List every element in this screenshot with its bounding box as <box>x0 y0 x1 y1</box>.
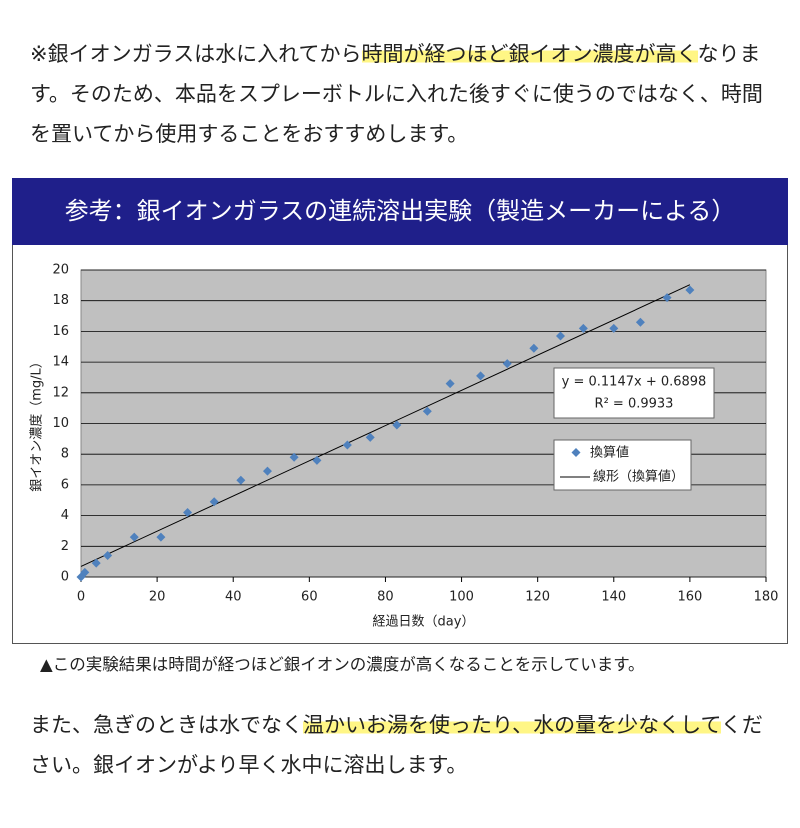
point <box>635 317 645 327</box>
point <box>312 455 322 465</box>
y-tick-label: 10 <box>52 416 69 431</box>
y-tick-label: 4 <box>61 508 69 523</box>
y-tick-label: 0 <box>61 570 69 585</box>
point <box>209 497 219 507</box>
x-tick-label: 0 <box>77 590 85 605</box>
x-tick-label: 100 <box>449 590 474 605</box>
highlight: 温かいお湯を使ったり、水の量を少なくして <box>303 713 721 737</box>
y-tick-label: 18 <box>52 293 69 308</box>
point <box>502 359 512 369</box>
point <box>129 532 139 542</box>
x-tick-label: 120 <box>525 590 550 605</box>
y-tick-label: 6 <box>61 477 69 492</box>
point <box>422 406 432 416</box>
point <box>342 440 352 450</box>
point <box>662 293 672 303</box>
r-squared: R² = 0.9933 <box>595 397 674 412</box>
equation-box <box>553 367 715 419</box>
point <box>556 331 565 341</box>
point <box>578 323 588 333</box>
intro: ※銀イオンガラスは水に入れてから時間が経つほど銀イオン濃度が高くなります。そのた… <box>30 34 775 154</box>
y-tick-label: 12 <box>52 385 69 400</box>
point <box>91 558 101 568</box>
point <box>392 420 402 430</box>
point <box>289 452 299 462</box>
legend-label: 線形（換算値） <box>593 469 684 485</box>
caption: ▲この実験結果は時間が経つほど銀イオンの濃度が高くなることを示しています。 <box>40 655 645 674</box>
y-tick-label: 16 <box>52 324 69 339</box>
point <box>685 285 695 295</box>
x-axis-label: 経過日数（day） <box>373 615 475 630</box>
point <box>365 432 375 442</box>
trendline <box>80 284 691 567</box>
legend-marker <box>571 448 581 457</box>
y-tick-label: 8 <box>61 447 69 462</box>
x-tick-label: 40 <box>225 590 242 605</box>
highlight: 時間が経つほど銀イオン濃度が高く <box>361 42 698 66</box>
point <box>236 475 246 485</box>
x-tick-label: 80 <box>377 590 394 605</box>
legend-label: 換算値 <box>590 445 629 461</box>
outro: また、急ぎのときは水でなく温かいお湯を使ったり、水の量を少なくしてください。銀イ… <box>30 705 775 785</box>
point <box>529 343 539 353</box>
x-tick-label: 20 <box>149 590 166 605</box>
x-tick-label: 160 <box>677 590 702 605</box>
equation: y = 0.1147x + 0.6898 <box>562 375 707 390</box>
y-tick-label: 14 <box>52 355 69 370</box>
banner: 参考：銀イオンガラスの連続溶出実験（製造メーカーによる） <box>12 178 788 245</box>
point <box>476 371 486 381</box>
chart-box: 0 2 4 6 8 10 12 14 16 18 20 0 20 40 60 80 100 120 140 160 18… <box>12 245 788 644</box>
point <box>103 551 113 561</box>
y-tick-label: 2 <box>61 539 69 554</box>
point <box>262 466 272 476</box>
point <box>183 508 193 518</box>
y-tick-label: 20 <box>52 263 69 278</box>
x-tick-label: 180 <box>754 590 779 605</box>
text: なります。そのため、本品をスプレーボトルに入れた後すぐに使うのではなく、時間を置… <box>30 42 763 146</box>
point <box>445 379 455 389</box>
x-tick-label: 60 <box>301 590 318 605</box>
y-axis-label: 銀イオン濃度（mg/L） <box>29 355 45 492</box>
point <box>80 567 90 577</box>
x-tick-label: 140 <box>601 590 626 605</box>
legend-box <box>553 439 692 491</box>
text: また、急ぎのときは水でなく <box>30 713 303 737</box>
point <box>609 323 619 333</box>
text: ※銀イオンガラスは水に入れてから <box>30 42 362 66</box>
text: ください。銀イオンがより早く水中に溶出します。 <box>30 713 763 777</box>
point <box>156 532 166 542</box>
chart: 0 2 4 6 8 10 12 14 16 18 20 0 20 40 60 80 100 120 140 160 18… <box>29 263 779 630</box>
